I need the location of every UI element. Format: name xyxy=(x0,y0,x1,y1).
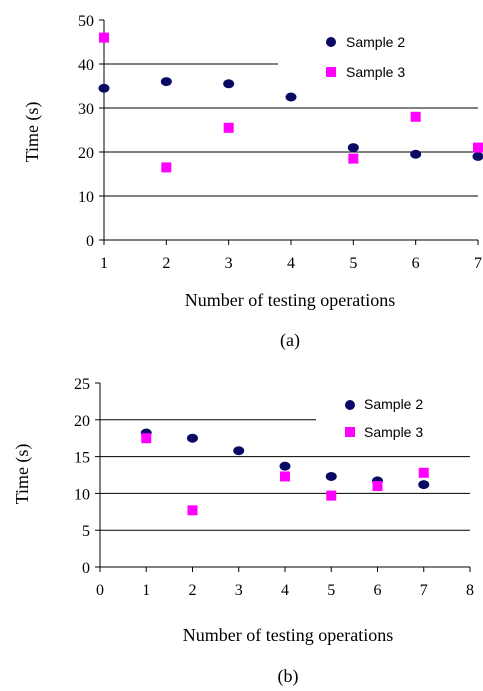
chart-b-legend-sample2-label: Sample 2 xyxy=(364,396,423,412)
chart-b-legend-sample2-marker xyxy=(345,400,355,410)
chart-b-sample3-point xyxy=(141,433,152,444)
chart-a-x-tick-label: 2 xyxy=(162,255,170,272)
chart-b-sample3-point xyxy=(326,490,337,501)
chart-a-sample2-point xyxy=(472,151,483,161)
chart-a: 0 10 20 30 40 50 1 2 3 4 5 6 7 Sample 2 Sample 3 Ti… xyxy=(22,13,483,351)
chart-a-legend-sample2-label: Sample 2 xyxy=(346,34,405,50)
chart-a-y-axis-title: Time (s) xyxy=(22,102,43,163)
chart-b-sample2-point xyxy=(187,433,198,443)
chart-a-gridlines xyxy=(104,63,478,197)
chart-a-y-tick-label: 40 xyxy=(78,57,94,74)
chart-b-sample3-point xyxy=(187,505,198,516)
chart-b-points xyxy=(140,428,430,516)
chart-a-x-tick-label: 1 xyxy=(100,255,108,272)
chart-b-y-tick-label: 5 xyxy=(82,523,90,540)
chart-a-legend-sample3-label: Sample 3 xyxy=(346,64,405,80)
chart-b-x-tick-label: 4 xyxy=(281,582,289,599)
chart-b-x-tick-label: 7 xyxy=(420,582,428,599)
chart-a-y-ticks: 0 10 20 30 40 50 xyxy=(78,13,94,250)
chart-b-x-ticks: 0 1 2 3 4 5 6 7 8 xyxy=(96,582,474,599)
chart-b-sample3-point xyxy=(280,471,290,482)
chart-b-sample3-point xyxy=(372,481,383,492)
chart-b-y-tick-label: 15 xyxy=(74,450,90,467)
chart-a-legend-sample2-marker xyxy=(326,37,336,47)
chart-b-x-tick-label: 2 xyxy=(189,582,197,599)
chart-a-x-axis-title: Number of testing operations xyxy=(185,290,395,310)
chart-a-legend-sample3-marker xyxy=(326,67,336,77)
chart-b-x-tick-label: 0 xyxy=(96,582,104,599)
chart-b-y-axis-title: Time (s) xyxy=(12,444,33,505)
chart-a-axes xyxy=(99,19,479,245)
chart-a-sample2-point xyxy=(98,83,110,93)
chart-b-sample2-point xyxy=(279,461,291,471)
chart-a-sample2-point xyxy=(410,149,422,159)
chart-a-x-ticks: 1 2 3 4 5 6 7 xyxy=(100,255,482,272)
chart-b-legend-sample3-label: Sample 3 xyxy=(364,424,423,440)
chart-a-sample3-point xyxy=(348,153,359,164)
chart-b-x-tick-label: 1 xyxy=(142,582,150,599)
chart-a-points xyxy=(98,32,483,173)
chart-b-legend-sample3-marker xyxy=(345,427,355,437)
chart-a-sample3-point xyxy=(161,162,172,173)
chart-a-sample2-point xyxy=(223,79,235,89)
chart-a-y-tick-label: 20 xyxy=(78,145,94,162)
chart-a-y-tick-label: 50 xyxy=(78,13,94,30)
chart-b-y-tick-label: 20 xyxy=(74,413,90,430)
chart-a-sample2-point xyxy=(160,77,172,87)
chart-a-x-tick-label: 7 xyxy=(474,255,482,272)
chart-b-sample2-point xyxy=(325,471,337,481)
chart-a-x-tick-label: 5 xyxy=(349,255,357,272)
chart-b-gridlines xyxy=(100,419,470,531)
chart-a-sample2-point xyxy=(347,143,359,153)
chart-b-x-tick-label: 5 xyxy=(327,582,335,599)
chart-b-x-tick-label: 3 xyxy=(235,582,243,599)
chart-b-x-tick-label: 8 xyxy=(466,582,474,599)
chart-b-x-axis-title: Number of testing operations xyxy=(183,625,393,645)
chart-b-y-ticks: 0 5 10 15 20 25 xyxy=(74,376,90,577)
chart-b-sample3-point xyxy=(418,467,429,478)
chart-a-y-tick-label: 30 xyxy=(78,101,94,118)
chart-a-x-tick-label: 4 xyxy=(287,255,295,272)
chart-a-y-tick-label: 10 xyxy=(78,189,94,206)
chart-a-sample3-point xyxy=(410,111,421,122)
chart-b-x-tick-label: 6 xyxy=(374,582,382,599)
chart-b: 0 5 10 15 20 25 0 1 2 3 4 5 6 7 8 Sample 2 Sample 3 T… xyxy=(12,376,474,687)
chart-a-sample3-point xyxy=(473,142,483,153)
chart-b-y-tick-label: 10 xyxy=(74,486,90,503)
chart-a-y-tick-label: 0 xyxy=(86,233,94,250)
chart-b-sample2-point xyxy=(418,480,430,490)
chart-b-y-tick-label: 0 xyxy=(82,560,90,577)
chart-b-legend: Sample 2 Sample 3 xyxy=(345,396,423,440)
chart-a-sample2-point xyxy=(285,92,297,102)
chart-b-caption: (b) xyxy=(278,666,299,687)
chart-a-sample3-point xyxy=(223,122,234,133)
chart-b-sample2-point xyxy=(233,446,245,456)
chart-b-y-tick-label: 25 xyxy=(74,376,90,393)
chart-b-axes xyxy=(95,382,471,572)
chart-a-x-tick-label: 6 xyxy=(412,255,420,272)
chart-a-sample3-point xyxy=(99,32,109,43)
chart-a-caption: (a) xyxy=(280,330,300,351)
chart-a-legend: Sample 2 Sample 3 xyxy=(326,34,405,80)
chart-a-x-tick-label: 3 xyxy=(225,255,233,272)
